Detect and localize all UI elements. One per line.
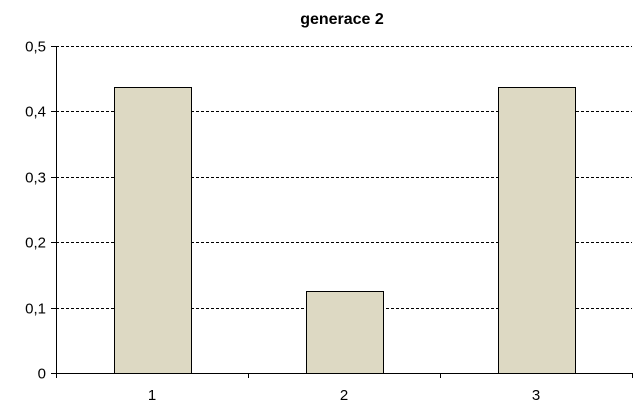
bars [114, 87, 576, 374]
y-tick-labels: 0 0,1 0,2 0,3 0,4 0,5 [25, 39, 46, 383]
axes [51, 46, 633, 378]
x-tick-label: 2 [340, 387, 348, 404]
y-tick-label: 0,3 [25, 170, 46, 187]
x-tick-label: 1 [148, 387, 156, 404]
bar-3 [498, 87, 576, 374]
bar-2 [306, 291, 384, 374]
y-tick-label: 0,1 [25, 301, 46, 318]
y-tick-label: 0,4 [25, 104, 46, 121]
chart-title: generace 2 [300, 11, 384, 28]
y-tick-label: 0,5 [25, 39, 46, 56]
y-tick-label: 0,2 [25, 235, 46, 252]
bar-1 [114, 87, 192, 374]
x-tick-labels: 1 2 3 [148, 387, 540, 404]
x-tick-label: 3 [532, 387, 540, 404]
y-tick-label: 0 [38, 366, 46, 383]
